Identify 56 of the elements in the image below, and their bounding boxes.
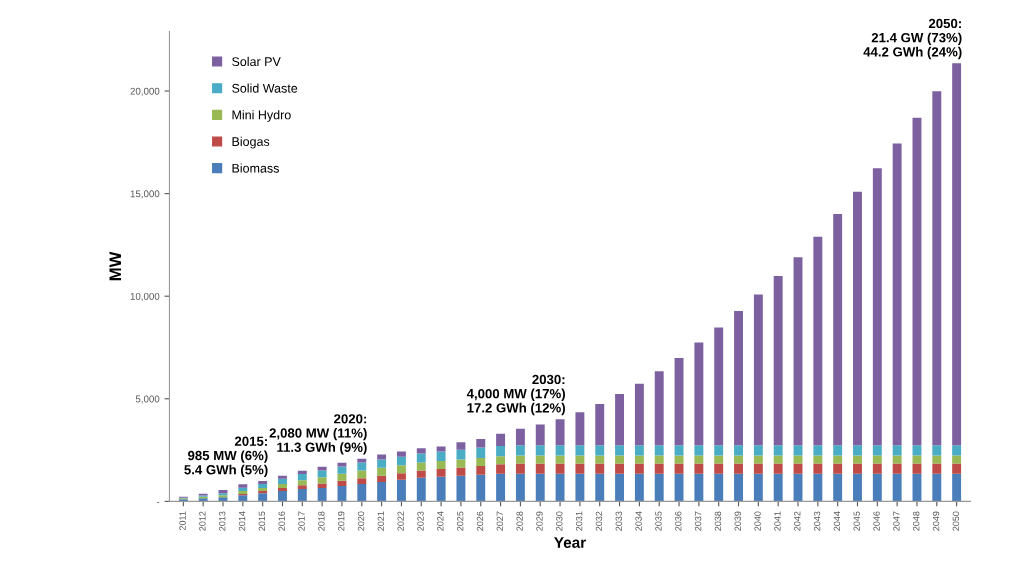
y-tick-label: 15,000 [130, 190, 160, 199]
legend-label: Biogas [232, 136, 270, 149]
x-tick-label: 2023 [417, 511, 424, 531]
x-tick-label: 2012 [199, 511, 206, 531]
x-tick-label: 2022 [397, 511, 404, 531]
annotation: 2020: 2,080 MW (11%) 11.3 GWh (9%) [269, 414, 367, 455]
y-tick-label: 10,000 [130, 292, 160, 301]
x-tick-label: 2026 [476, 511, 484, 531]
legend-label: Solid Waste [232, 83, 298, 93]
x-tick-label: 2025 [456, 511, 464, 531]
x-tick-label: 2017 [298, 511, 305, 531]
x-tick-label: 2046 [873, 511, 880, 531]
x-tick-label: 2031 [575, 511, 583, 531]
x-tick-label: 2044 [833, 511, 841, 531]
y-tick-label: - [156, 501, 160, 503]
x-tick-label: 2043 [813, 511, 821, 531]
x-tick-label: 2042 [794, 511, 801, 531]
annotation: 2030: 4,000 MW (17%) 17.2 GWh (12%) [466, 374, 565, 416]
x-tick-label: 2038 [714, 511, 722, 531]
x-tick-label: 2045 [853, 511, 860, 531]
x-tick-label: 2015 [258, 511, 266, 531]
annotation: 2050: 21.4 GW (73%) 44.2 GWh (24%) [863, 18, 962, 60]
x-tick-label: 2029 [536, 511, 543, 531]
x-tick-label: 2011 [179, 511, 186, 531]
x-tick-label: 2018 [318, 511, 325, 531]
x-tick-label: 2016 [278, 511, 285, 531]
x-tick-label: 2041 [774, 511, 781, 531]
y-tick-label: 20,000 [130, 87, 160, 96]
y-tick-label: 5,000 [135, 395, 160, 404]
x-tick-label: 2027 [496, 511, 504, 531]
annotation: 2015: 985 MW (6%) 5.4 GWh (5%) [184, 436, 268, 477]
x-tick-label: 2014 [238, 511, 246, 531]
x-tick-label: 2032 [595, 511, 603, 531]
x-tick-label: 2021 [377, 511, 385, 531]
x-tick-label: 2020 [357, 511, 365, 531]
legend-label: Mini Hydro [232, 110, 291, 122]
x-tick-label: 2035 [655, 511, 662, 531]
x-tick-label: 2049 [932, 511, 940, 531]
x-tick-label: 2028 [516, 511, 523, 531]
x-tick-label: 2047 [893, 511, 900, 531]
x-tick-label: 2040 [754, 511, 761, 531]
x-tick-label: 2037 [694, 511, 702, 531]
x-tick-label: 2039 [734, 511, 741, 531]
y-axis-title: MW [109, 251, 121, 281]
x-tick-label: 2048 [913, 511, 920, 531]
x-tick-label: 2013 [219, 511, 226, 531]
x-tick-label: 2030 [556, 511, 563, 531]
x-axis-title: Year [554, 537, 586, 548]
x-tick-label: 2033 [615, 511, 622, 531]
legend-label: Biomass [232, 163, 279, 173]
legend-label: Solar PV [232, 56, 281, 67]
x-tick-label: 2019 [337, 511, 345, 531]
x-tick-label: 2050 [952, 511, 960, 531]
x-tick-label: 2034 [635, 511, 642, 531]
x-tick-label: 2024 [437, 511, 444, 531]
x-tick-label: 2036 [675, 511, 682, 531]
